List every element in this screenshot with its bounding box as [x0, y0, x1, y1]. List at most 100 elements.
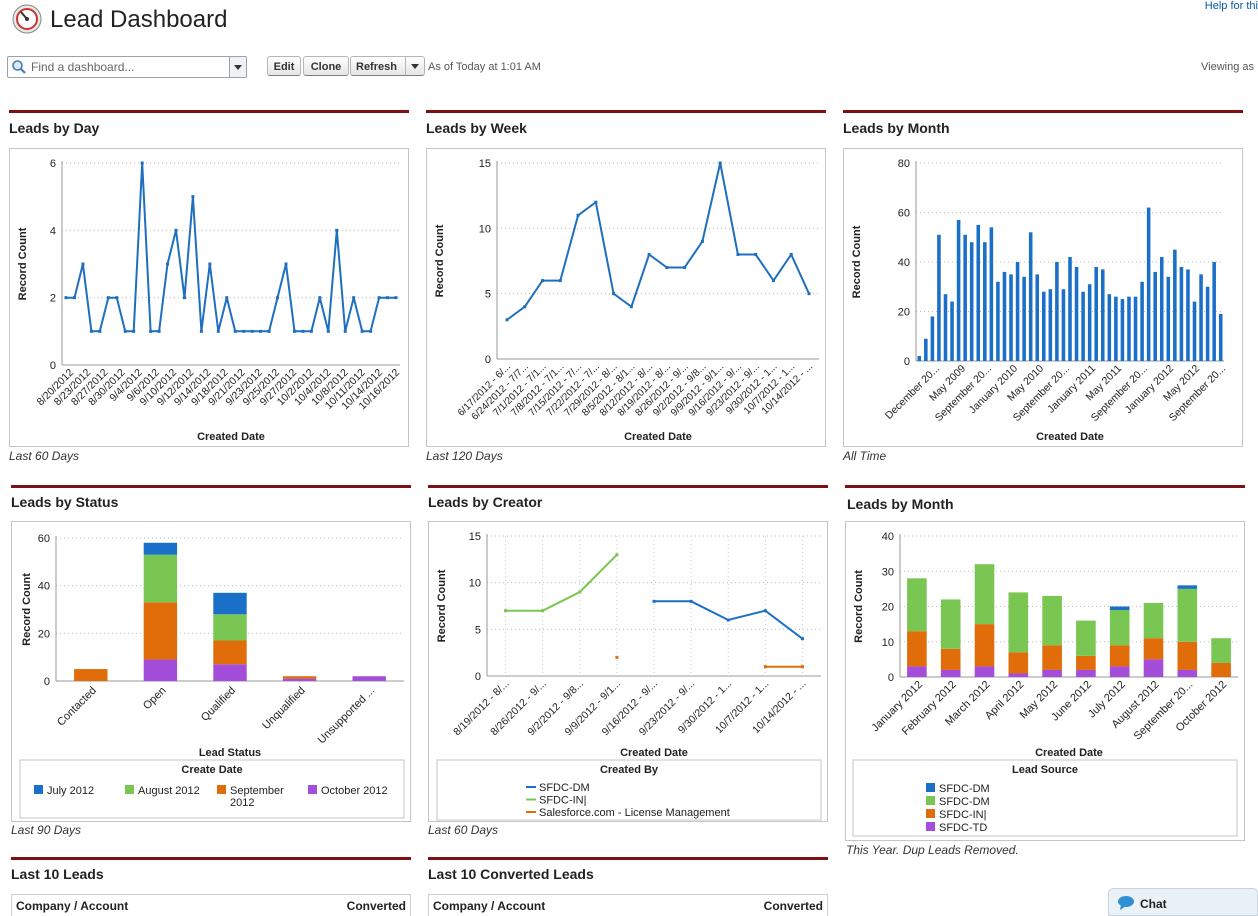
leads-by-month-source-chart[interactable]: 0 10 20 30 40 Record Count Created Date January…	[845, 521, 1245, 841]
component-title[interactable]: Last 10 Leads	[11, 866, 104, 882]
component-footer: Last 120 Days	[426, 449, 503, 463]
stacked-bar-segment	[1211, 662, 1231, 677]
dashboard-search-input[interactable]: Find a dashboard...	[7, 56, 247, 78]
data-point	[763, 665, 767, 669]
leads-by-creator-chart[interactable]: 0 5 10 15 Record Count Created Date 8/19/2012 …	[428, 521, 828, 822]
bar	[1009, 274, 1013, 361]
bar	[1218, 313, 1223, 361]
stacked-bar-segment	[940, 599, 961, 649]
data-point	[81, 262, 85, 266]
legend-swatch	[926, 822, 935, 831]
stacked-bar-segment	[213, 640, 247, 665]
stacked-bar-segment	[74, 669, 108, 681]
data-point	[309, 329, 313, 333]
bar	[963, 234, 967, 361]
dashboard-icon	[12, 4, 42, 34]
data-point	[259, 329, 263, 333]
legend-item: SFDC-TD	[939, 822, 987, 834]
legend-title: Lead Source	[1012, 764, 1078, 776]
data-point	[754, 252, 758, 256]
component-title[interactable]: Leads by Day	[9, 120, 100, 136]
column-header-converted[interactable]: Converted	[763, 899, 823, 913]
y-tick-label: 0	[888, 672, 894, 684]
data-point	[182, 296, 186, 300]
legend-item: July 2012	[47, 785, 94, 797]
data-point	[318, 296, 322, 300]
stacked-bar-segment	[213, 664, 247, 681]
bar	[983, 242, 987, 361]
bar	[1140, 281, 1144, 361]
stacked-bar-segment	[1109, 666, 1130, 677]
data-point	[284, 262, 288, 266]
column-header-company[interactable]: Company / Account	[433, 899, 546, 913]
legend-swatch	[217, 785, 226, 794]
component-divider	[845, 485, 1245, 488]
data-point	[267, 329, 271, 333]
x-axis-title: Created Date	[1035, 747, 1103, 759]
refresh-button[interactable]: Refresh	[350, 56, 406, 76]
component-divider	[428, 857, 828, 860]
legend-swatch	[926, 783, 935, 792]
data-point	[647, 252, 651, 256]
leads-by-month-chart[interactable]: 0 20 40 60 80 Record Count Created Date Decembe…	[843, 148, 1243, 447]
data-point	[157, 329, 161, 333]
component-title[interactable]: Leads by Week	[426, 120, 527, 136]
y-axis-title: Record Count	[434, 224, 446, 297]
x-axis-title: Lead Status	[199, 747, 261, 759]
data-point	[335, 228, 339, 232]
stacked-bar-segment	[143, 602, 178, 660]
component-title[interactable]: Leads by Status	[11, 494, 119, 510]
stacked-bar-segment	[213, 592, 247, 615]
bar	[1166, 276, 1171, 361]
leads-by-week-chart[interactable]: 0 5 10 15 Record Count Created Date 6/17/2012 …	[426, 148, 826, 447]
stacked-bar-segment	[940, 669, 961, 677]
component-divider	[426, 110, 826, 113]
stacked-bar-segment	[1143, 602, 1164, 639]
help-link[interactable]: Help for thi	[1204, 0, 1258, 12]
chat-button[interactable]: Chat	[1108, 888, 1258, 916]
bar	[937, 234, 941, 361]
data-point	[377, 296, 381, 300]
y-tick-label: 10	[882, 637, 894, 649]
y-tick-label: 6	[50, 158, 56, 170]
data-point	[115, 296, 119, 300]
data-point	[771, 279, 775, 283]
stacked-bar-segment	[143, 554, 178, 603]
edit-button[interactable]: Edit	[267, 56, 301, 76]
legend-title: Create Date	[181, 764, 242, 776]
stacked-bar-segment	[1211, 638, 1231, 663]
refresh-dropdown-button[interactable]	[405, 56, 425, 76]
bar	[1153, 271, 1157, 361]
legend-swatch	[125, 785, 134, 794]
stacked-bar-segment	[974, 624, 995, 667]
legend-title: Created By	[600, 764, 659, 776]
stacked-bar-segment	[213, 614, 247, 641]
data-point	[615, 553, 619, 557]
bar	[989, 227, 994, 361]
component-footer: Last 60 Days	[9, 449, 80, 463]
component-title[interactable]: Last 10 Converted Leads	[428, 866, 594, 882]
bar	[969, 242, 974, 361]
component-title[interactable]: Leads by Month	[847, 496, 954, 512]
bar	[1100, 269, 1105, 361]
column-header-company[interactable]: Company / Account	[16, 899, 129, 913]
bar	[1186, 269, 1190, 361]
stacked-bar-segment	[1109, 610, 1130, 646]
component-title[interactable]: Leads by Creator	[428, 494, 543, 510]
data-point	[800, 665, 804, 669]
stacked-bar-segment	[1008, 652, 1029, 674]
data-point	[276, 296, 280, 300]
stacked-bar-segment	[1109, 606, 1130, 611]
search-dropdown-button[interactable]	[229, 57, 246, 77]
data-point	[233, 329, 237, 333]
legend-item: SFDC-IN|	[539, 795, 586, 807]
stacked-bar-segment	[940, 648, 961, 670]
y-tick-label: 20	[38, 628, 50, 640]
component-title[interactable]: Leads by Month	[843, 120, 950, 136]
leads-by-status-chart[interactable]: 0 20 40 60 Record Count Lead Status Contacted O…	[11, 521, 411, 822]
column-header-converted[interactable]: Converted	[346, 899, 406, 913]
y-tick-label: 2	[50, 293, 56, 305]
leads-by-day-chart[interactable]: 0 2 4 6 Record Count Created Date 8/20/2012 8/2…	[9, 148, 409, 447]
clone-button[interactable]: Clone	[303, 56, 349, 76]
bar	[917, 356, 922, 361]
